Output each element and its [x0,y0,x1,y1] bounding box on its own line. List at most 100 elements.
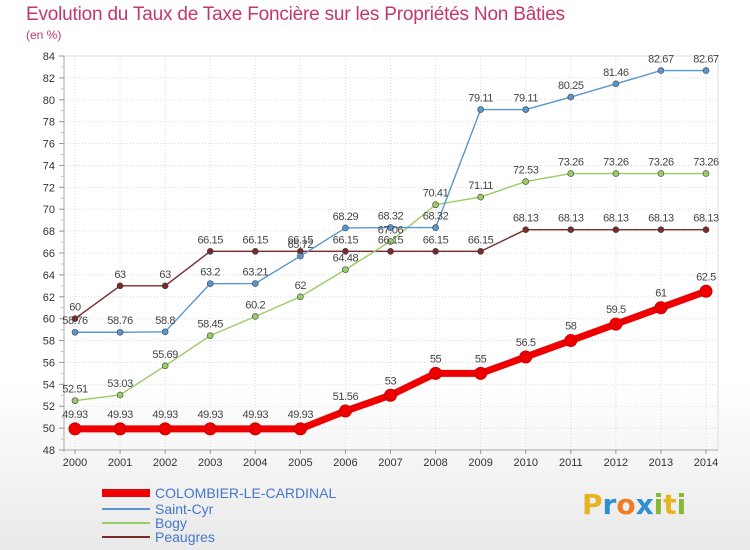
data-label: 49.93 [107,409,133,421]
data-point [657,226,665,233]
y-tick-label: 54 [43,379,55,391]
x-tick-label: 2003 [198,457,222,469]
legend-entry-label: Saint-Cyr [155,501,214,517]
data-point [432,248,439,255]
data-label: 72.53 [513,165,539,177]
series-line-saint-cyr [74,69,707,333]
data-label: 71.11 [468,180,493,192]
proxiti-logo: Proxiti [582,488,686,521]
data-point [519,350,533,364]
data-label: 66.15 [197,234,223,246]
data-point [116,391,124,399]
logo-letter: o [616,488,636,521]
x-tick-label: 2013 [649,457,673,469]
data-point [612,170,620,177]
data-point [297,293,304,301]
data-point [432,201,439,209]
data-point [251,248,259,255]
y-tick-label: 64 [43,270,55,282]
data-label: 63.2 [200,267,220,279]
y-tick-label: 82 [43,73,55,85]
y-tick-label: 78 [43,117,55,129]
x-tick-label: 2010 [513,457,537,469]
data-point [564,334,578,348]
y-tick-label: 84 [43,51,55,63]
y-tick-label: 76 [43,139,55,151]
logo-letter: P [582,488,603,521]
data-label: 55 [430,353,442,365]
data-point [567,226,575,233]
x-tick-label: 2012 [604,457,628,469]
data-point [612,226,620,233]
y-tick-label: 48 [43,445,55,457]
data-label: 64.48 [333,253,359,265]
x-tick-label: 2011 [559,457,583,469]
data-label: 49.93 [197,409,223,421]
data-point [116,282,124,290]
x-tick-label: 2000 [63,457,87,469]
x-tick-label: 2014 [694,457,718,469]
x-tick-label: 2005 [288,457,312,469]
x-tick-label: 2004 [243,457,267,469]
data-label: 80.25 [558,80,584,92]
data-point [612,80,620,88]
data-point [342,266,349,273]
data-label: 67.06 [378,224,404,236]
logo-letter: t [663,488,677,521]
data-point [203,422,217,436]
y-tick-label: 62 [43,292,55,304]
data-label: 66.15 [333,234,359,246]
data-label: 62.5 [696,271,716,283]
data-label: 59.5 [606,304,626,316]
data-point [206,280,214,287]
data-label: 66.15 [378,234,404,246]
data-point [429,366,443,380]
data-label: 58.76 [107,315,133,327]
data-point [71,397,79,404]
data-point [161,362,169,370]
data-point [113,422,127,436]
data-point [657,67,665,74]
data-point [702,226,710,233]
x-tick-label: 2009 [468,457,492,469]
legend-entry-label: COLOMBIER-LE-CARDINAL [155,485,336,501]
data-label: 66.15 [243,234,269,246]
y-tick-label: 70 [43,204,55,216]
y-tick-label: 80 [43,95,55,107]
data-point [251,313,259,320]
data-point [432,224,439,231]
y-tick-label: 56 [43,357,55,369]
y-tick-label: 74 [43,160,55,172]
data-point [158,422,172,436]
data-point [477,106,484,113]
logo-letter: r [602,488,617,521]
data-label: 73.26 [558,157,584,169]
data-label: 66.15 [468,234,494,246]
data-point [338,404,352,418]
data-label: 79.11 [513,93,538,105]
data-label: 60 [69,302,81,314]
logo-letter: x [635,488,654,521]
data-point [161,328,169,336]
data-point [522,178,530,185]
data-label: 82.67 [693,54,719,66]
data-label: 66.15 [423,234,449,246]
data-label: 58.76 [62,315,88,327]
logo-letter: i [676,488,687,521]
data-label: 68.13 [603,213,629,225]
data-point [702,170,710,177]
data-point [387,238,394,245]
x-tick-label: 2002 [153,457,177,469]
data-point [474,366,488,380]
data-label: 62 [295,280,307,292]
data-point [293,422,307,436]
data-label: 68.32 [378,211,404,223]
data-point [116,328,124,336]
data-label: 63 [159,269,171,281]
data-point [342,224,349,232]
data-label: 68.13 [558,213,584,225]
y-tick-label: 72 [43,182,55,194]
legend-entry-label: Peaugres [155,529,215,545]
data-label: 68.13 [648,213,674,225]
